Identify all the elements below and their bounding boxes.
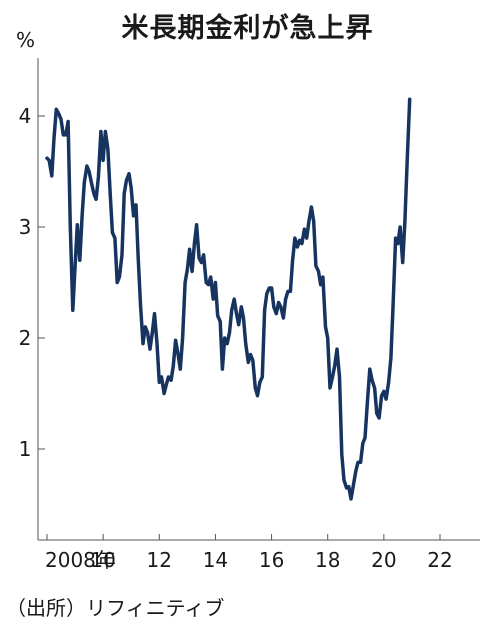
series-line bbox=[45, 97, 412, 501]
x-tick-label: 22 bbox=[427, 548, 452, 572]
y-tick-label: 4 bbox=[19, 104, 32, 128]
y-tick-label: 1 bbox=[19, 437, 32, 461]
x-tick-label: 16 bbox=[259, 548, 284, 572]
x-tick-label: 12 bbox=[147, 548, 172, 572]
x-tick-label: 2008年 bbox=[45, 548, 116, 572]
y-unit-label: % bbox=[16, 28, 35, 52]
chart-title: 米長期金利が急上昇 bbox=[121, 13, 374, 44]
y-ticks: 1 2 3 4 bbox=[19, 104, 45, 461]
x-tick-label: 18 bbox=[315, 548, 340, 572]
y-tick-label: 2 bbox=[19, 326, 32, 350]
x-tick-label: 20 bbox=[371, 548, 396, 572]
y-tick-label: 3 bbox=[19, 215, 32, 239]
x-tick-label: 14 bbox=[203, 548, 228, 572]
source-note: （出所）リフィニティブ bbox=[6, 596, 225, 620]
x-tick-label: 10 bbox=[90, 548, 115, 572]
